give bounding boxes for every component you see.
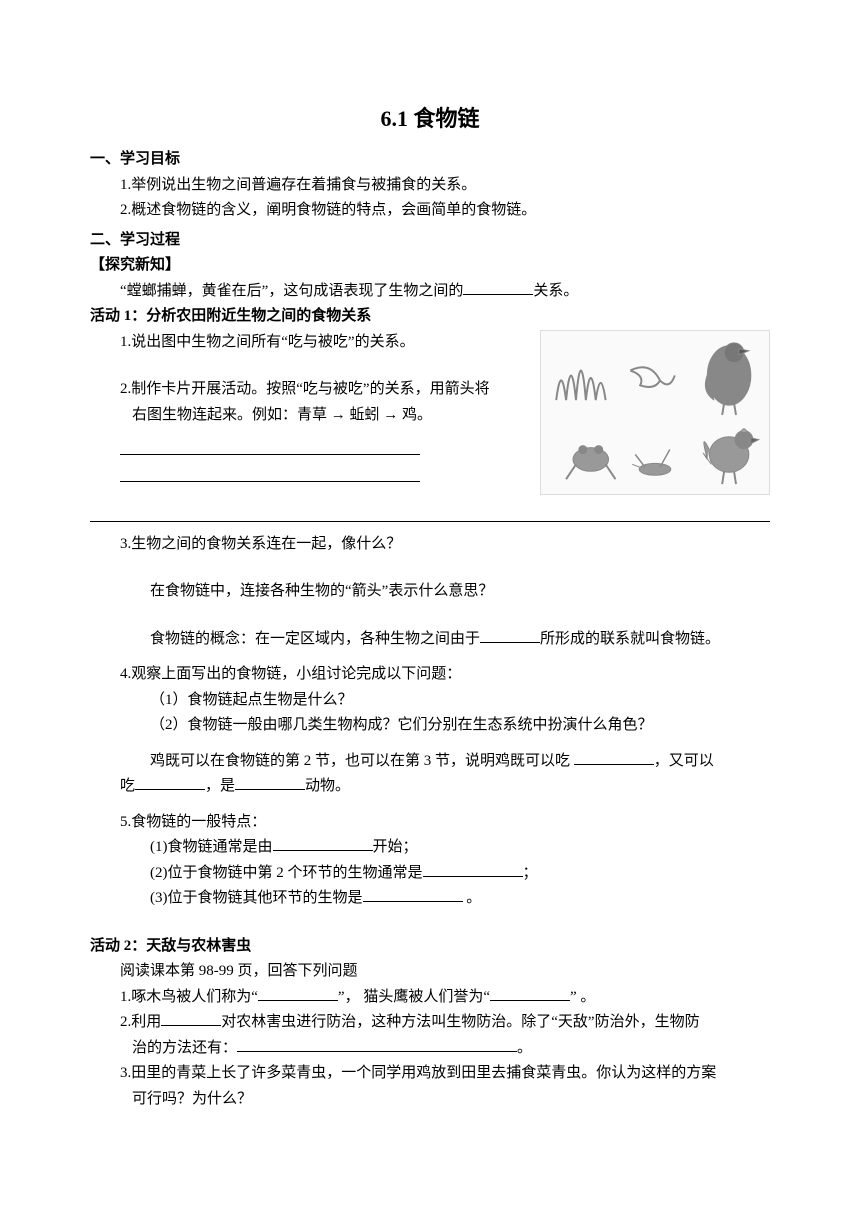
page-title: 6.1 食物链 bbox=[90, 100, 770, 137]
quote-text-a: “螳螂捕蝉，黄雀在后”，这句成语表现了生物之间的 bbox=[120, 283, 463, 299]
q3c-a: 食物链的概念：在一定区域内，各种生物之间由于 bbox=[150, 631, 480, 647]
frog-icon bbox=[566, 445, 615, 479]
act1-q3c: 食物链的概念：在一定区域内，各种生物之间由于 所形成的联系就叫食物链。 bbox=[90, 627, 770, 653]
goal-1: 1.举例说出生物之间普遍存在着捕食与被捕食的关系。 bbox=[90, 173, 770, 199]
q4-ans-b: ，又可以 bbox=[654, 753, 714, 769]
act1-q3a: 3.生物之间的食物关系连在一起，像什么？ bbox=[90, 532, 770, 558]
act1-q5-1: (1)食物链通常是由 开始； bbox=[90, 835, 770, 861]
q3c-b: 所形成的联系就叫食物链。 bbox=[540, 631, 720, 647]
q5-1a: (1)食物链通常是由 bbox=[150, 839, 273, 855]
act2-q3b: 可行吗？为什么？ bbox=[90, 1087, 770, 1113]
act2-q2a: 2.利用 bbox=[120, 1014, 161, 1030]
section-2-head: 二、学习过程 bbox=[90, 228, 770, 254]
blank-animal[interactable] bbox=[235, 775, 305, 790]
blank-use[interactable] bbox=[161, 1011, 221, 1026]
act1-q2a: 2.制作卡片开展活动。按照“吃与被吃”的关系，用箭头将 bbox=[90, 377, 530, 403]
blank-woodpecker[interactable] bbox=[258, 986, 338, 1001]
blank-start[interactable] bbox=[273, 836, 373, 851]
act2-q1c: ” 。 bbox=[570, 989, 595, 1005]
q4-ans-e: 动物。 bbox=[305, 778, 350, 794]
act1-q4-ans: 鸡既可以在食物链的第 2 节，也可以在第 3 节，说明鸡既可以吃 ，又可以 bbox=[90, 749, 770, 775]
act1-q4: 4.观察上面写出的食物链，小组讨论完成以下问题： bbox=[90, 662, 770, 688]
act1-q5-2: (2)位于食物链中第 2 个环节的生物通常是 ； bbox=[90, 861, 770, 887]
act1-q1: 1.说出图中生物之间所有“吃与被吃”的关系。 bbox=[90, 330, 530, 356]
act1-q3b: 在食物链中，连接各种生物的“箭头”表示什么意思？ bbox=[90, 579, 770, 605]
blank-eat2[interactable] bbox=[135, 775, 205, 790]
act2-q2-cont: 治的方法还有： 。 bbox=[90, 1036, 770, 1062]
act2-q3a: 3.田里的青菜上长了许多菜青虫，一个同学用鸡放到田里去捕食菜青虫。你认为这样的方… bbox=[90, 1061, 770, 1087]
act2-q2b: 对农林害虫进行防治，这种方法叫生物防治。除了“天敌”防治外，生物防 bbox=[221, 1014, 699, 1030]
quote-line: “螳螂捕蝉，黄雀在后”，这句成语表现了生物之间的 关系。 bbox=[90, 279, 770, 305]
explore-head: 【探究新知】 bbox=[90, 253, 770, 279]
activity-2-head: 活动 2：天敌与农林害虫 bbox=[90, 934, 770, 960]
act1-q4-1: （1）食物链起点生物是什么？ bbox=[90, 688, 770, 714]
blank-eat1[interactable] bbox=[574, 750, 654, 765]
chicken-icon bbox=[703, 429, 758, 484]
answer-line-1[interactable] bbox=[120, 428, 420, 455]
q5-1b: 开始； bbox=[373, 839, 418, 855]
answer-line-2[interactable] bbox=[120, 455, 420, 482]
act1-q2b: 右图生物连起来。例如：青草 → 蚯蚓 → 鸡。 bbox=[90, 403, 530, 429]
q5-2a: (2)位于食物链中第 2 个环节的生物通常是 bbox=[150, 865, 423, 881]
act2-q2c: 治的方法还有： bbox=[132, 1040, 237, 1056]
organism-svg bbox=[541, 331, 769, 494]
eagle-icon bbox=[705, 343, 750, 415]
q5-3b: 。 bbox=[463, 890, 482, 906]
snake-icon bbox=[630, 367, 674, 387]
section-1-head: 一、学习目标 bbox=[90, 147, 770, 173]
grass-icon bbox=[556, 370, 605, 400]
act1-q5: 5.食物链的一般特点： bbox=[90, 810, 770, 836]
blank-concept[interactable] bbox=[480, 628, 540, 643]
blank-other[interactable] bbox=[363, 887, 463, 902]
act2-q1: 1.啄木鸟被人们称为“ ”， 猫头鹰被人们誉为“ ” 。 bbox=[90, 985, 770, 1011]
act2-q2d: 。 bbox=[517, 1040, 532, 1056]
act1-q5-3: (3)位于食物链其他环节的生物是 。 bbox=[90, 886, 770, 912]
organism-figure bbox=[540, 330, 770, 495]
grasshopper-icon bbox=[632, 449, 671, 475]
q4-ans-c: 吃 bbox=[120, 778, 135, 794]
q4-ans-d: ，是 bbox=[205, 778, 235, 794]
answer-line-3[interactable] bbox=[90, 495, 770, 522]
blank-owl[interactable] bbox=[490, 986, 570, 1001]
q5-2b: ； bbox=[523, 865, 538, 881]
blank-methods[interactable] bbox=[237, 1037, 517, 1052]
quote-text-b: 关系。 bbox=[533, 283, 578, 299]
act1-q4-ans-2: 吃 ，是 动物。 bbox=[90, 774, 770, 800]
act2-q2: 2.利用 对农林害虫进行防治，这种方法叫生物防治。除了“天敌”防治外，生物防 bbox=[90, 1010, 770, 1036]
act2-q1b: ”， 猫头鹰被人们誉为“ bbox=[338, 989, 490, 1005]
blank-relation[interactable] bbox=[463, 280, 533, 295]
q5-3a: (3)位于食物链其他环节的生物是 bbox=[150, 890, 363, 906]
act2-intro: 阅读课本第 98-99 页，回答下列问题 bbox=[90, 959, 770, 985]
act1-q4-2: （2）食物链一般由哪几类生物构成？它们分别在生态系统中扮演什么角色？ bbox=[90, 713, 770, 739]
act2-q1a: 1.啄木鸟被人们称为“ bbox=[120, 989, 258, 1005]
activity-1-head: 活动 1：分析农田附近生物之间的食物关系 bbox=[90, 304, 770, 330]
q4-ans-a: 鸡既可以在食物链的第 2 节，也可以在第 3 节，说明鸡既可以吃 bbox=[150, 753, 574, 769]
blank-link2[interactable] bbox=[423, 862, 523, 877]
goal-2: 2.概述食物链的含义，阐明食物链的特点，会画简单的食物链。 bbox=[90, 198, 770, 224]
